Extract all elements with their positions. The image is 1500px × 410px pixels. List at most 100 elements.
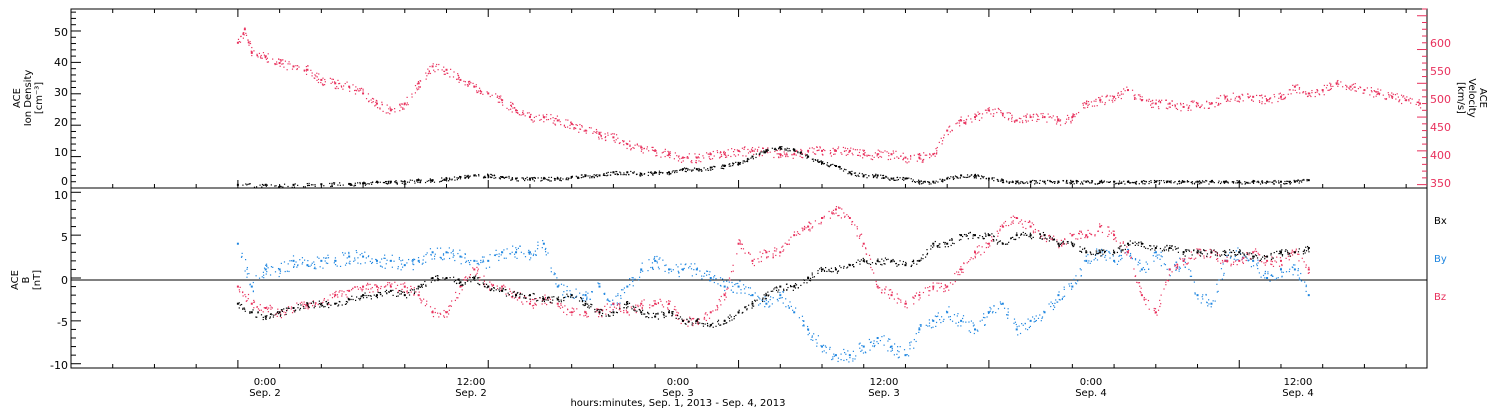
- data-point: [257, 308, 260, 310]
- data-point: [1275, 277, 1278, 279]
- data-point: [1094, 235, 1096, 237]
- data-point: [249, 311, 251, 313]
- data-point: [1283, 94, 1285, 96]
- data-point: [1212, 249, 1215, 252]
- data-point: [684, 168, 687, 170]
- data-point: [1305, 266, 1307, 268]
- data-point: [303, 307, 305, 310]
- data-point: [897, 357, 899, 359]
- data-point: [1126, 254, 1128, 256]
- data-point: [712, 150, 714, 153]
- data-point: [600, 131, 602, 133]
- data-point: [1093, 105, 1096, 107]
- data-point: [341, 293, 343, 295]
- data-point: [968, 176, 970, 178]
- data-point: [270, 313, 272, 315]
- data-point: [592, 175, 594, 177]
- data-point: [1155, 181, 1158, 183]
- data-point: [299, 309, 301, 311]
- data-point: [632, 279, 634, 281]
- data-point: [584, 174, 587, 177]
- data-point: [909, 342, 911, 344]
- data-point: [728, 165, 730, 167]
- data-point: [343, 291, 345, 293]
- data-point: [910, 156, 912, 158]
- data-point: [934, 315, 937, 317]
- data-point: [543, 300, 545, 303]
- data-point: [276, 61, 278, 63]
- data-point: [654, 259, 657, 262]
- data-point: [505, 176, 507, 179]
- data-point: [1096, 253, 1098, 255]
- data-point: [894, 343, 896, 345]
- data-point: [510, 101, 512, 104]
- data-point: [610, 133, 612, 135]
- data-point: [1377, 92, 1380, 95]
- data-point: [1151, 103, 1153, 105]
- data-point: [1145, 271, 1147, 273]
- data-point: [1134, 259, 1137, 261]
- data-point: [307, 304, 309, 307]
- data-point: [1108, 230, 1110, 232]
- data-point: [470, 82, 472, 84]
- data-point: [1032, 230, 1035, 232]
- data-point: [991, 178, 993, 180]
- data-point: [1282, 271, 1284, 273]
- data-point: [292, 183, 295, 186]
- data-point: [334, 264, 337, 266]
- data-point: [431, 65, 434, 68]
- data-point: [493, 290, 495, 292]
- data-point: [743, 288, 746, 290]
- data-point: [448, 180, 450, 182]
- data-point: [1148, 182, 1150, 185]
- data-point: [1370, 87, 1372, 89]
- data-point: [617, 293, 619, 295]
- data-point: [779, 255, 781, 257]
- data-point: [1214, 251, 1216, 253]
- data-point: [1184, 266, 1186, 268]
- data-point: [594, 311, 596, 313]
- data-point: [856, 154, 859, 156]
- data-point: [895, 150, 897, 152]
- data-point: [705, 312, 707, 314]
- data-point: [698, 153, 700, 155]
- data-point: [303, 69, 305, 71]
- data-point: [461, 256, 463, 258]
- data-point: [769, 299, 771, 301]
- data-point: [1391, 97, 1393, 99]
- data-point: [598, 132, 601, 134]
- data-point: [764, 306, 766, 308]
- data-point: [566, 293, 568, 295]
- data-point: [592, 132, 594, 134]
- data-point: [918, 328, 921, 331]
- data-point: [303, 70, 305, 72]
- data-point: [1258, 100, 1261, 102]
- data-point: [1291, 254, 1294, 256]
- data-point: [261, 276, 263, 278]
- data-point: [1217, 182, 1220, 184]
- data-point: [455, 291, 457, 294]
- data-point: [472, 276, 474, 279]
- data-point: [1176, 263, 1178, 265]
- data-point: [1019, 121, 1021, 123]
- data-point: [965, 121, 967, 123]
- data-point: [775, 250, 777, 252]
- data-point: [661, 152, 663, 154]
- data-point: [443, 66, 445, 68]
- data-point: [634, 278, 636, 280]
- data-point: [1148, 180, 1150, 183]
- data-point: [896, 179, 898, 181]
- data-point: [457, 278, 459, 280]
- data-point: [1117, 96, 1120, 98]
- data-point: [1295, 248, 1297, 250]
- data-point: [1252, 95, 1255, 98]
- data-point: [976, 175, 978, 177]
- data-point: [1123, 88, 1125, 90]
- data-point: [352, 298, 354, 301]
- data-point: [883, 344, 885, 346]
- data-point: [458, 282, 460, 285]
- data-point: [861, 245, 864, 247]
- data-point: [713, 155, 715, 157]
- data-point: [1059, 119, 1062, 121]
- data-point: [778, 157, 780, 159]
